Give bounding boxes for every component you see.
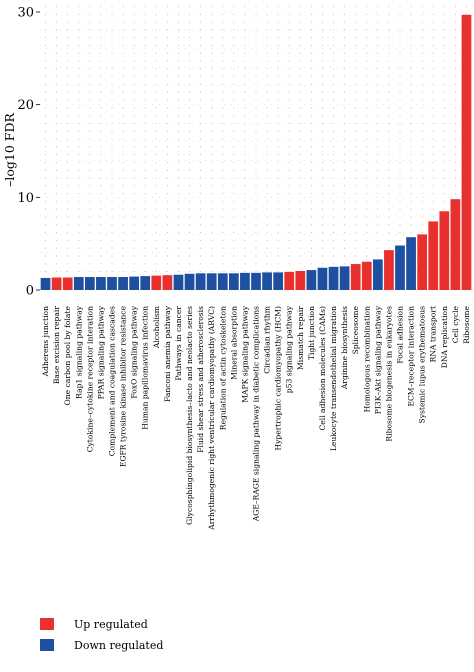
x-tick-label: Homologous recombination	[362, 306, 371, 413]
x-tick-label: Mismatch repair	[296, 306, 305, 370]
x-tick-label: Mineral absorption	[229, 306, 238, 380]
legend-label-up: Up regulated	[74, 617, 148, 631]
x-tick-label: Cell adhesion molecules (CAMs)	[318, 306, 327, 431]
bar-20	[251, 272, 261, 290]
y-tick-label: 10	[17, 191, 34, 206]
x-tick-label: Adherens junction	[41, 306, 50, 377]
bar-37	[439, 211, 450, 290]
bars	[40, 14, 472, 291]
x-tick-label: Cell cycle	[451, 305, 460, 343]
bar-25	[306, 270, 317, 290]
x-tick-label: Regulation of actin cytoskeleton	[218, 306, 227, 430]
x-tick-label: DNA replication	[440, 306, 449, 368]
x-tick-label: Glycosphingolipid biosynthesis–lacto and…	[185, 306, 194, 525]
bar-16	[206, 273, 217, 290]
bar-8	[118, 277, 128, 290]
x-tick-label: MAPK signaling pathway	[240, 305, 249, 402]
bar-19	[240, 272, 250, 290]
x-tick-label: Hypertrophic cardiomyopathy (HCM)	[274, 306, 283, 451]
bar-4	[73, 277, 84, 290]
bar-5	[84, 277, 95, 290]
bar-13	[173, 274, 184, 290]
bar-22	[273, 272, 284, 290]
bar-15	[195, 273, 206, 290]
x-tick-label: Systemic lupus erythematosus	[418, 306, 427, 424]
y-tick-label: 0	[26, 284, 34, 299]
x-tick-label: ECM–receptor interaction	[407, 306, 416, 407]
x-tick-label: Tight junction	[307, 306, 316, 360]
x-axis-labels: Adherens junction Base excision repair One…	[41, 305, 471, 530]
bar-28	[339, 266, 350, 290]
bar-7	[107, 277, 117, 290]
x-tick-label: Focal adhesion	[396, 306, 405, 364]
bar-18	[228, 273, 239, 290]
x-tick-label: Circadian rhythm	[263, 306, 272, 374]
bar-9	[129, 276, 140, 290]
bar-6	[96, 277, 106, 290]
x-tick-label: FoxO signaling pathway	[130, 305, 139, 398]
bar-26	[317, 267, 328, 290]
bar-38	[450, 199, 461, 290]
y-tick-label: 30	[17, 6, 34, 21]
bar-21	[262, 272, 272, 290]
x-tick-label: Fanconi anemia pathway	[163, 305, 172, 402]
bar-32	[384, 250, 394, 290]
bar-34	[406, 237, 416, 290]
bar-27	[328, 266, 339, 290]
y-axis-label: –log10 FDR	[2, 113, 17, 187]
legend-swatch-down	[40, 639, 54, 651]
bar-39	[461, 14, 472, 291]
x-tick-label: Leukocyte transendothelial migration	[329, 306, 338, 451]
bar-10	[140, 276, 151, 290]
bar-24	[295, 271, 306, 290]
bar-23	[284, 271, 295, 290]
bar-35	[417, 234, 428, 290]
legend-item-down: Down regulated	[40, 635, 163, 655]
x-tick-label: Arrhythmogenic right ventricular cardiom…	[207, 306, 216, 531]
x-tick-label: Complement and coagulation cascades	[108, 306, 117, 456]
bar-3	[62, 277, 73, 290]
x-tick-label: EGFR tyrosine kinase inhibitor resistanc…	[119, 305, 128, 467]
bar-17	[217, 273, 228, 290]
x-tick-label: Cytokine–cytokine receptor interation	[85, 306, 94, 452]
x-tick-label: One carbon pool by folate	[63, 305, 72, 405]
x-tick-label: Arginine biosynthesis	[340, 306, 349, 390]
bar-11	[151, 275, 162, 290]
legend-item-up: Up regulated	[40, 614, 163, 634]
bar-2	[51, 277, 62, 290]
x-tick-label: Fluid shear stress and atherosclerosis	[196, 306, 205, 453]
legend-label-down: Down regulated	[74, 638, 164, 652]
x-tick-label: p53 signaling pathway	[285, 305, 294, 393]
bar-12	[162, 275, 173, 290]
x-tick-label: Alcoholism	[152, 306, 161, 349]
bar-1	[40, 277, 51, 290]
bar-33	[395, 245, 405, 290]
legend-swatch-up	[40, 618, 54, 630]
x-tick-label: AGE–RAGE signaling pathway in diabetic c…	[252, 306, 261, 522]
x-tick-label: Spliceosome	[351, 305, 360, 354]
x-tick-label: RNA transport	[429, 306, 438, 362]
x-tick-label: PI3K–Akt signaling pathway	[373, 305, 382, 414]
bar-chart: 0 10 20 30 Adherens junction Base excision r…	[2, 6, 472, 531]
bar-31	[372, 259, 383, 290]
y-tick-label: 20	[17, 98, 34, 113]
bar-36	[428, 221, 439, 290]
x-tick-label: PPAR signaling pathway	[96, 305, 105, 399]
bar-29	[350, 264, 361, 290]
y-axis: 0 10 20 30	[17, 6, 40, 299]
bar-30	[361, 261, 372, 290]
x-tick-label: Rap1 signaling pathway	[74, 305, 83, 399]
x-tick-label: Ribosome biogenesis in eukaryotes	[384, 306, 393, 442]
bar-14	[184, 273, 195, 290]
x-tick-label: Pathways in cancer	[174, 306, 183, 381]
x-tick-label: Human papillomavirus infection	[141, 306, 150, 430]
x-tick-label: Base excision repair	[52, 306, 61, 385]
legend: Up regulated Down regulated	[40, 614, 163, 656]
x-tick-label: Ribosome	[462, 306, 471, 344]
